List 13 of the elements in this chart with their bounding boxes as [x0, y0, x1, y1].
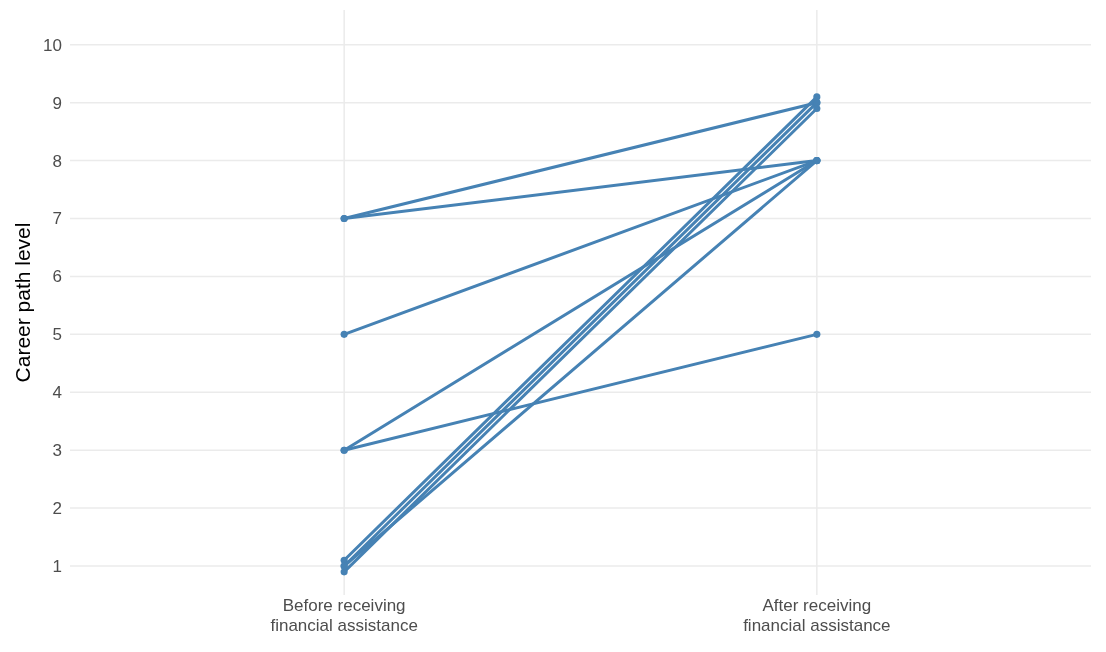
- x-tick-label: Before receiving financial assistance: [270, 596, 418, 635]
- y-tick-label: 2: [52, 499, 62, 519]
- y-tick-label: 4: [52, 383, 62, 403]
- y-tick-label: 10: [43, 35, 62, 55]
- y-axis-title: Career path level: [11, 222, 34, 383]
- y-tick-label: 1: [52, 556, 62, 576]
- x-tick-label: After receiving financial assistance: [743, 596, 891, 635]
- y-tick-label: 5: [52, 325, 62, 345]
- y-tick-label: 8: [52, 151, 62, 171]
- y-tick-label: 3: [52, 441, 62, 461]
- y-tick-label: 6: [52, 267, 62, 287]
- y-tick-label: 7: [52, 209, 62, 229]
- y-tick-label: 9: [52, 93, 62, 113]
